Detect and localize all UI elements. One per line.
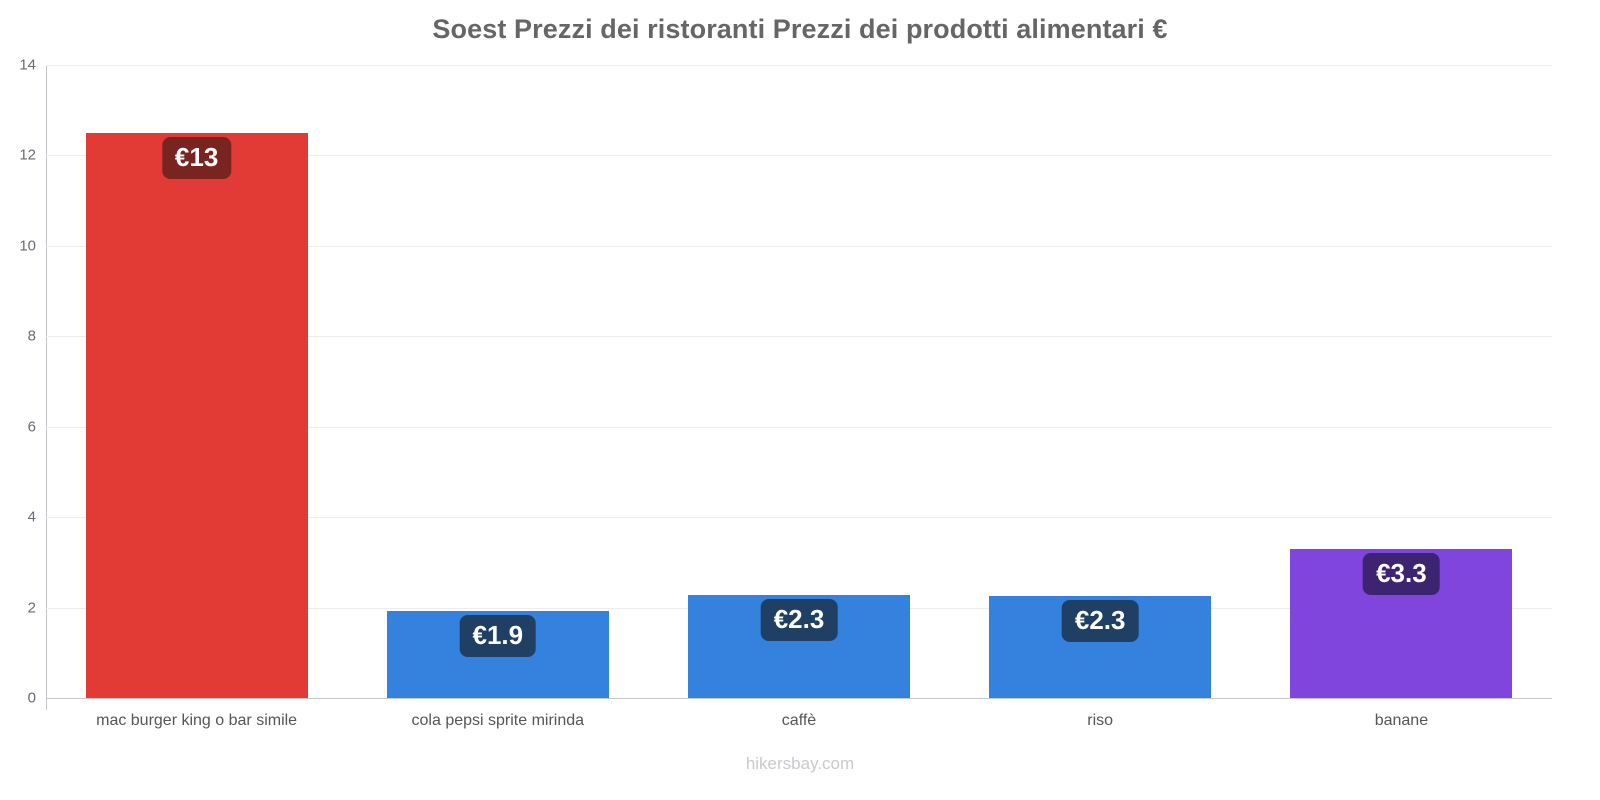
bar[interactable] bbox=[85, 132, 308, 698]
chart-title: Soest Prezzi dei ristoranti Prezzi dei p… bbox=[432, 14, 1168, 44]
gridline bbox=[46, 698, 1552, 699]
y-axis-tick-label: 2 bbox=[27, 599, 36, 617]
y-axis-tick-label: 14 bbox=[19, 56, 36, 74]
x-axis-tick-label: banane bbox=[1374, 712, 1429, 729]
bar-value-label: €3.3 bbox=[1363, 552, 1440, 595]
y-axis-tick-label: 0 bbox=[27, 689, 36, 707]
x-axis-tick-label: cola pepsi sprite mirinda bbox=[411, 712, 585, 729]
y-axis-tick-label: 12 bbox=[19, 146, 36, 164]
y-axis-tick-label: 4 bbox=[27, 508, 36, 526]
gridline bbox=[46, 336, 1552, 338]
bar-value-label: €2.3 bbox=[1061, 600, 1139, 643]
gridline bbox=[46, 517, 1552, 519]
bar-value-label: €1.9 bbox=[459, 614, 537, 657]
x-axis-tick-mark bbox=[46, 698, 47, 704]
bar-value-label: €2.3 bbox=[760, 599, 838, 642]
bar-value-label: €13 bbox=[161, 136, 232, 179]
gridline bbox=[46, 426, 1552, 428]
gridline bbox=[46, 155, 1552, 157]
footer-credit: hikersbay.com bbox=[745, 754, 855, 773]
y-axis-line bbox=[46, 65, 47, 710]
y-axis-tick-label: 6 bbox=[27, 418, 36, 436]
gridline bbox=[46, 65, 1552, 66]
y-axis-tick-label: 8 bbox=[27, 327, 36, 345]
x-axis-tick-label: riso bbox=[1087, 712, 1114, 729]
x-axis-tick-label: mac burger king o bar simile bbox=[96, 712, 298, 729]
gridline bbox=[46, 245, 1552, 247]
y-axis-tick-label: 10 bbox=[19, 237, 36, 255]
x-axis-tick-label: caffè bbox=[781, 712, 817, 729]
